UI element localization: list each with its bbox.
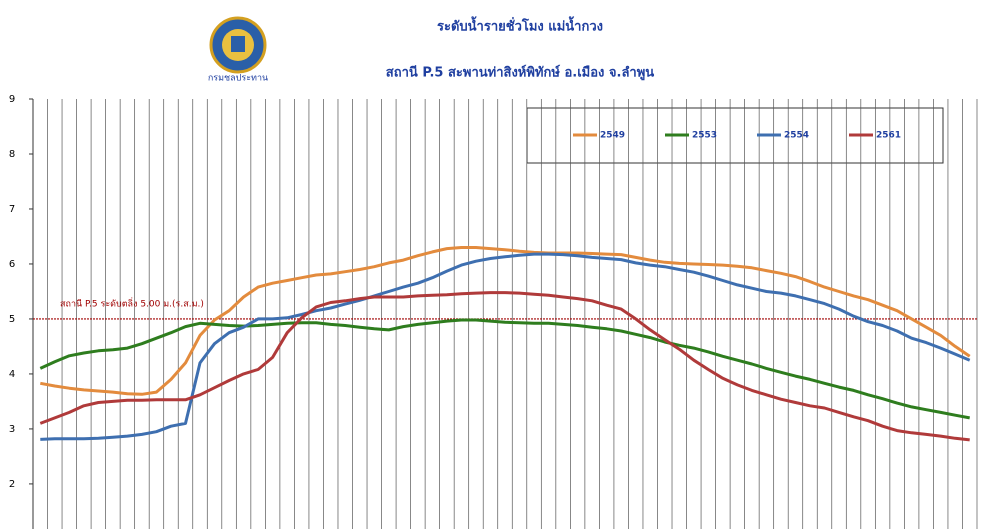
y-tick-label: 6: [9, 259, 15, 270]
y-tick-label: 5: [9, 314, 15, 325]
series-line: [39, 291, 970, 442]
legend-label: 2549: [600, 131, 625, 141]
y-tick-label: 3: [9, 424, 15, 435]
chart-subtitle: สถานี P.5 สะพานท่าสิงห์พิทักษ์ อ.เมือง จ…: [386, 65, 654, 81]
y-tick-label: 2: [9, 479, 15, 490]
legend-label: 2553: [692, 131, 717, 141]
series-line: [40, 246, 971, 396]
y-tick-label: 4: [9, 369, 15, 380]
logo-emblem: [231, 36, 245, 52]
logo: กรมชลประทาน: [208, 16, 268, 84]
y-tick-label: 7: [9, 204, 15, 215]
legend-label: 2554: [784, 131, 809, 141]
series-line: [39, 318, 970, 420]
series-line: [40, 252, 971, 441]
logo-text: กรมชลประทาน: [208, 74, 268, 84]
chart-title: ระดับน้ำรายชั่วโมง แม่น้ำกวง: [437, 16, 603, 35]
y-tick-label: 8: [9, 149, 15, 160]
reference-label: สถานี P.5 ระดับตลิ่ง 5.00 ม.(ร.ส.ม.): [60, 296, 204, 309]
y-tick-label: 9: [9, 94, 15, 105]
legend-label: 2561: [876, 131, 901, 141]
